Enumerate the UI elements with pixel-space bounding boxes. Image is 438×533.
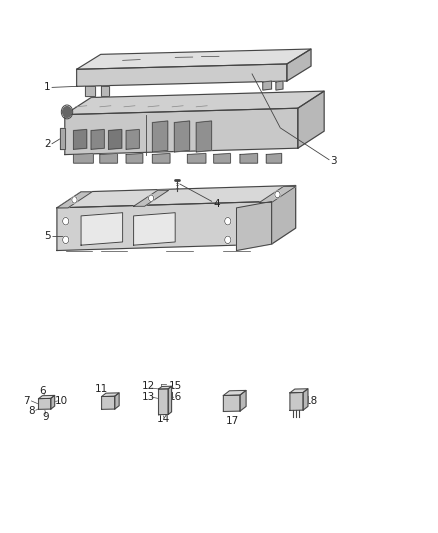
Polygon shape	[126, 154, 143, 163]
Text: 10: 10	[55, 396, 68, 406]
Polygon shape	[51, 395, 55, 409]
Text: 13: 13	[141, 392, 155, 402]
Polygon shape	[266, 154, 282, 163]
Polygon shape	[100, 154, 117, 163]
Polygon shape	[290, 392, 303, 410]
Text: 14: 14	[157, 414, 170, 424]
Text: 7: 7	[23, 396, 30, 406]
Polygon shape	[287, 49, 311, 81]
Text: 2: 2	[44, 139, 51, 149]
Polygon shape	[65, 108, 298, 155]
Polygon shape	[168, 386, 172, 415]
Polygon shape	[134, 190, 169, 206]
Polygon shape	[57, 201, 272, 251]
Polygon shape	[276, 81, 283, 90]
Circle shape	[148, 195, 154, 201]
Polygon shape	[223, 395, 240, 411]
Polygon shape	[77, 49, 311, 69]
Text: 3: 3	[330, 156, 337, 166]
Text: 9: 9	[42, 412, 49, 422]
Text: 18: 18	[304, 396, 318, 406]
Circle shape	[63, 107, 71, 117]
Polygon shape	[134, 213, 175, 245]
Text: 15: 15	[169, 382, 182, 391]
Polygon shape	[102, 393, 119, 397]
Text: 1: 1	[44, 83, 51, 92]
Polygon shape	[39, 395, 55, 399]
Polygon shape	[60, 128, 65, 149]
Circle shape	[63, 217, 69, 225]
Polygon shape	[57, 185, 296, 208]
Polygon shape	[159, 386, 172, 389]
Polygon shape	[152, 121, 168, 152]
Polygon shape	[240, 390, 246, 411]
Polygon shape	[237, 201, 272, 251]
Polygon shape	[298, 91, 324, 148]
Circle shape	[225, 236, 231, 244]
Text: 12: 12	[141, 382, 155, 391]
Text: 4: 4	[213, 199, 220, 208]
Polygon shape	[152, 154, 170, 163]
Polygon shape	[259, 187, 296, 203]
Polygon shape	[126, 130, 139, 149]
Polygon shape	[39, 398, 51, 409]
Polygon shape	[159, 389, 168, 415]
Polygon shape	[174, 121, 190, 152]
Text: 5: 5	[44, 231, 51, 240]
Polygon shape	[263, 81, 272, 90]
Circle shape	[63, 236, 69, 244]
Polygon shape	[214, 154, 230, 163]
Polygon shape	[102, 396, 115, 409]
Text: 8: 8	[28, 407, 35, 416]
Polygon shape	[272, 185, 296, 244]
Polygon shape	[223, 390, 246, 395]
Polygon shape	[85, 86, 95, 96]
Polygon shape	[65, 91, 324, 115]
Polygon shape	[115, 393, 119, 409]
Circle shape	[225, 217, 231, 225]
Polygon shape	[81, 213, 123, 245]
Polygon shape	[91, 130, 104, 149]
Polygon shape	[240, 154, 258, 163]
Circle shape	[72, 197, 77, 203]
Circle shape	[275, 191, 280, 198]
Polygon shape	[74, 130, 87, 149]
Polygon shape	[101, 86, 109, 96]
Polygon shape	[196, 121, 212, 152]
Text: 16: 16	[169, 392, 182, 402]
Polygon shape	[77, 64, 287, 86]
Text: 17: 17	[226, 416, 239, 426]
Polygon shape	[303, 389, 308, 410]
Polygon shape	[109, 130, 122, 149]
Text: 6: 6	[39, 386, 46, 395]
Polygon shape	[57, 192, 92, 208]
Polygon shape	[187, 154, 206, 163]
Polygon shape	[290, 389, 308, 393]
Polygon shape	[74, 154, 93, 163]
Text: 11: 11	[95, 384, 108, 394]
